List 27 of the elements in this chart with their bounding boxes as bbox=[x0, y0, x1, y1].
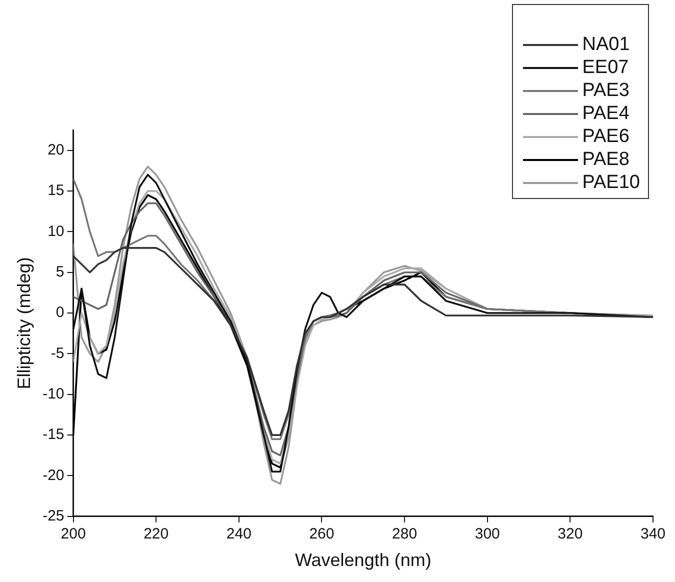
legend-label: PAE6 bbox=[582, 126, 630, 148]
y-tick-label: 10 bbox=[48, 222, 64, 240]
y-tick-label: 20 bbox=[48, 141, 64, 158]
x-tick-label: 220 bbox=[144, 526, 169, 543]
y-tick-label: -5 bbox=[50, 344, 64, 362]
x-tick-label: 280 bbox=[392, 526, 418, 543]
y-tick-label: -15 bbox=[42, 426, 64, 444]
y-tick-label: -10 bbox=[42, 386, 64, 403]
legend-label: EE07 bbox=[582, 56, 629, 78]
legend-label: NA01 bbox=[582, 34, 630, 56]
legend-label: PAE4 bbox=[582, 102, 630, 124]
y-tick-label: 0 bbox=[56, 304, 64, 322]
x-axis-title: Wavelength (nm) bbox=[294, 550, 432, 570]
y-tick-label: -25 bbox=[42, 508, 64, 525]
y-tick-label: -20 bbox=[42, 466, 64, 484]
y-axis-title: Ellipticity (mdeg) bbox=[14, 257, 34, 390]
x-tick-label: 340 bbox=[640, 526, 666, 543]
x-tick-label: 240 bbox=[226, 526, 252, 543]
x-tick-label: 320 bbox=[558, 526, 583, 543]
y-tick-label: 5 bbox=[56, 264, 64, 280]
x-tick-label: 200 bbox=[60, 526, 86, 543]
legend-label: PAE3 bbox=[582, 80, 630, 102]
legend-label: PAE8 bbox=[582, 148, 630, 170]
x-tick-label: 260 bbox=[309, 526, 334, 543]
y-tick-label: 15 bbox=[48, 182, 64, 200]
x-tick-label: 300 bbox=[474, 526, 500, 543]
legend-label: PAE10 bbox=[582, 172, 640, 194]
